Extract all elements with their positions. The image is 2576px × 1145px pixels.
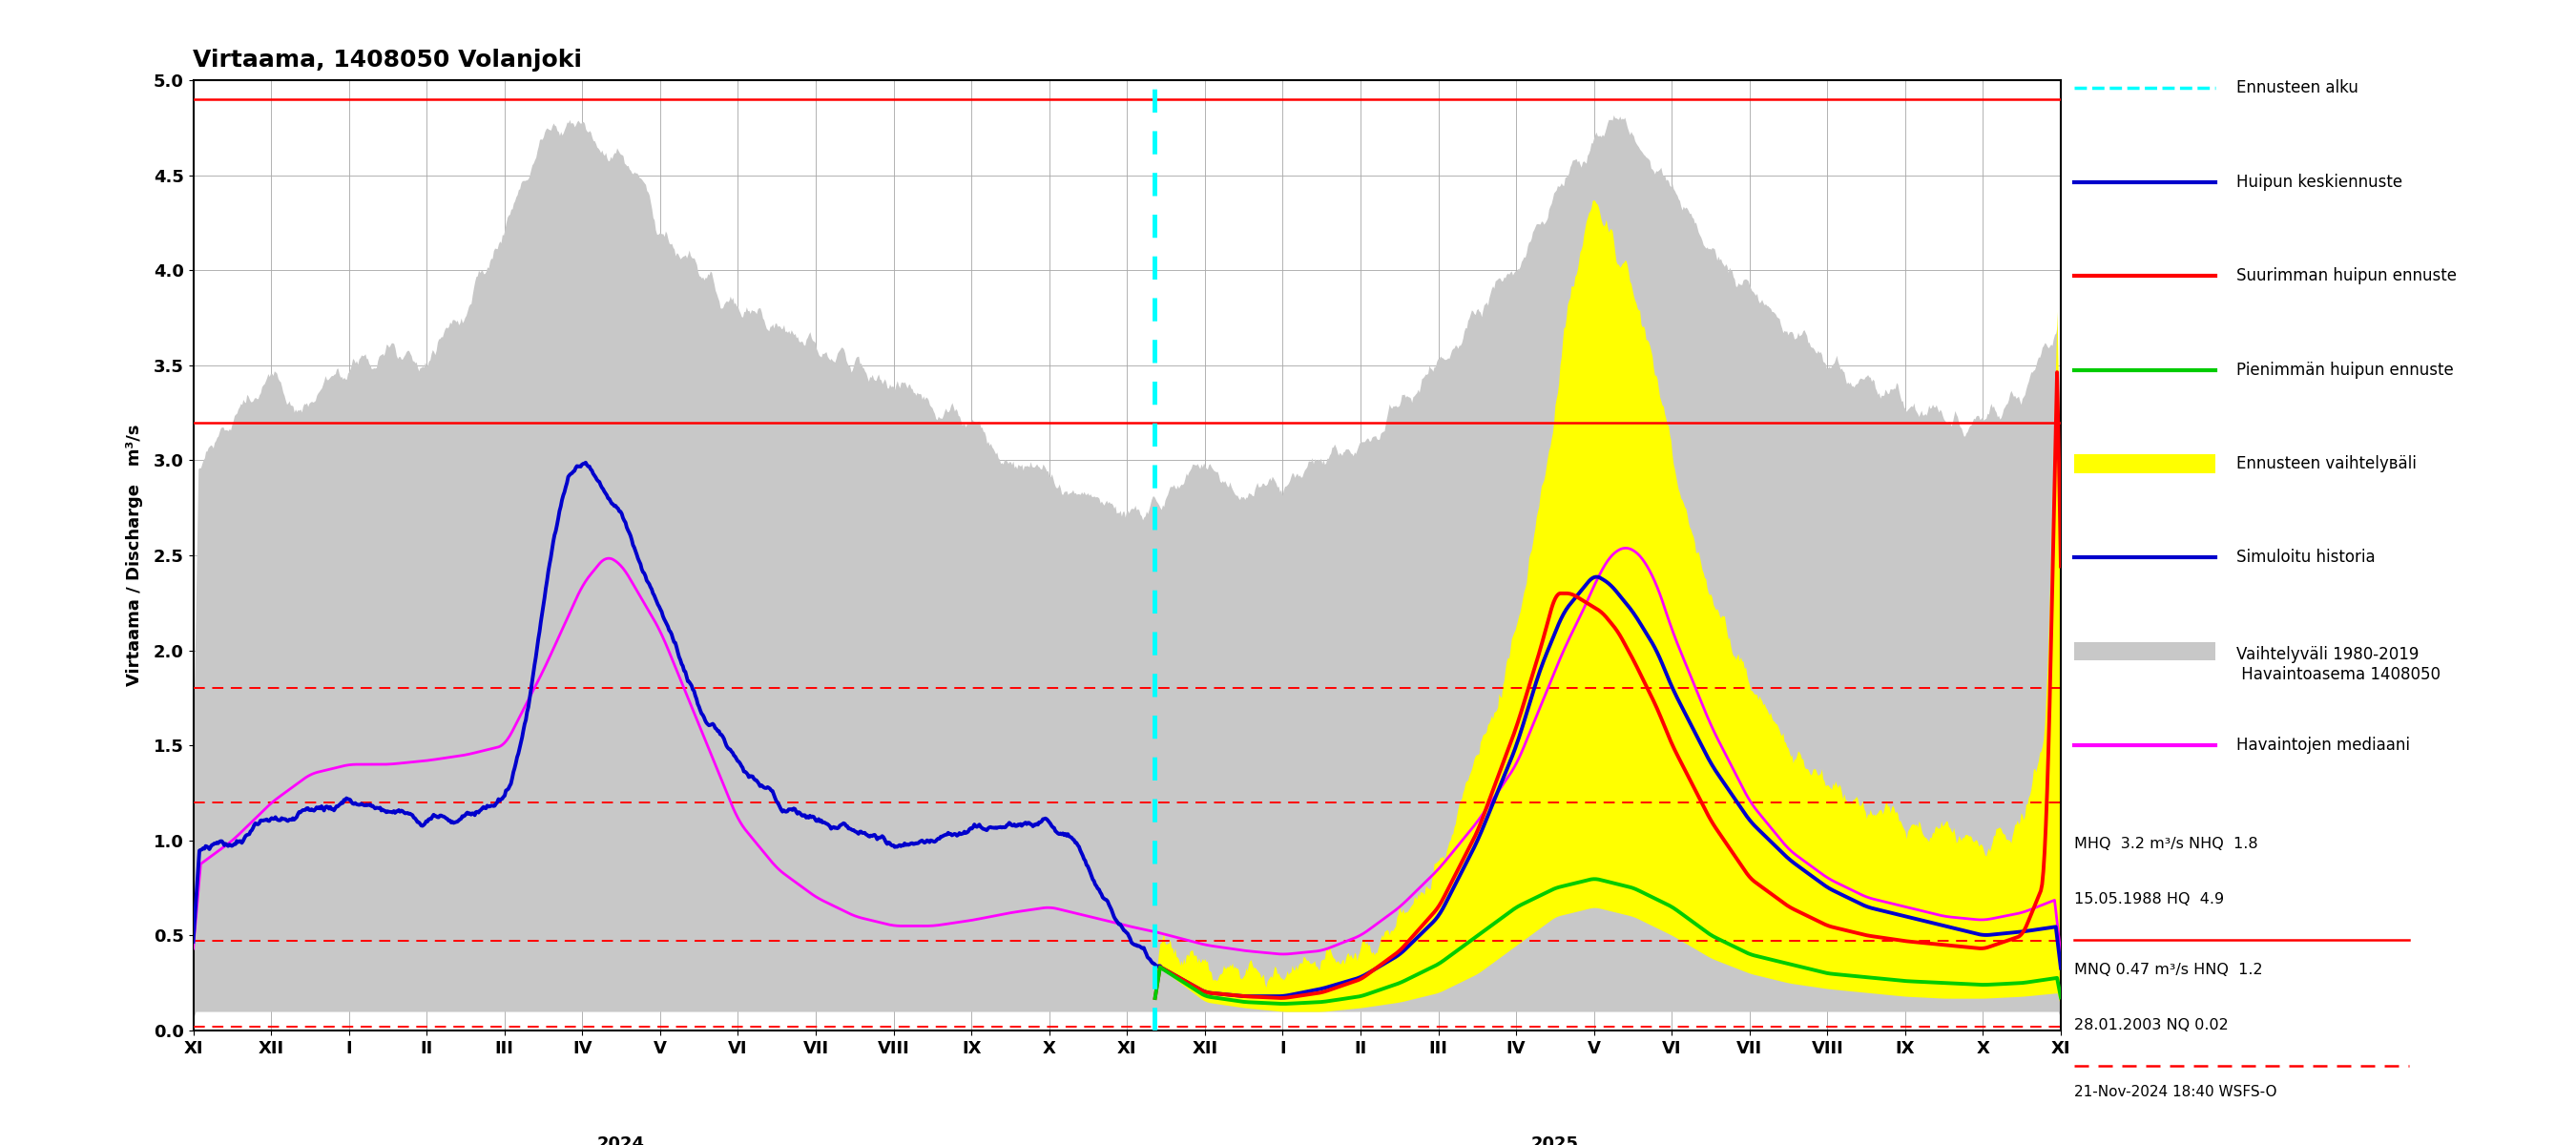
Text: Simuloitu historia: Simuloitu historia [2236,548,2375,566]
Text: Vaihtelуväli 1980-2019
 Havaintoasema 1408050: Vaihtelуväli 1980-2019 Havaintoasema 140… [2236,646,2439,682]
Text: 2024: 2024 [598,1135,644,1145]
Text: 28.01.2003 NQ 0.02: 28.01.2003 NQ 0.02 [2074,1018,2228,1033]
Text: Ennusteen vaihtelувäli: Ennusteen vaihtelувäli [2236,455,2416,472]
Text: 15.05.1988 HQ  4.9: 15.05.1988 HQ 4.9 [2074,892,2223,907]
Text: MNQ 0.47 m³/s HNQ  1.2: MNQ 0.47 m³/s HNQ 1.2 [2074,963,2262,977]
Text: MHQ  3.2 m³/s NHQ  1.8: MHQ 3.2 m³/s NHQ 1.8 [2074,837,2257,852]
Text: Havaintojen mediaani: Havaintojen mediaani [2236,737,2409,755]
Text: Huipun keskiennuste: Huipun keskiennuste [2236,173,2401,190]
Text: Suurimman huipun ennuste: Suurimman huipun ennuste [2236,268,2458,284]
Text: Pienimmän huipun ennuste: Pienimmän huipun ennuste [2236,361,2452,378]
Text: 21-Nov-2024 18:40 WSFS-O: 21-Nov-2024 18:40 WSFS-O [2074,1085,2277,1099]
Text: Virtaama, 1408050 Volanjoki: Virtaama, 1408050 Volanjoki [193,49,582,72]
Text: 2025: 2025 [1530,1135,1579,1145]
Text: Ennusteen alku: Ennusteen alku [2236,79,2357,96]
Y-axis label: Virtaama / Discharge   m³/s: Virtaama / Discharge m³/s [126,425,142,686]
